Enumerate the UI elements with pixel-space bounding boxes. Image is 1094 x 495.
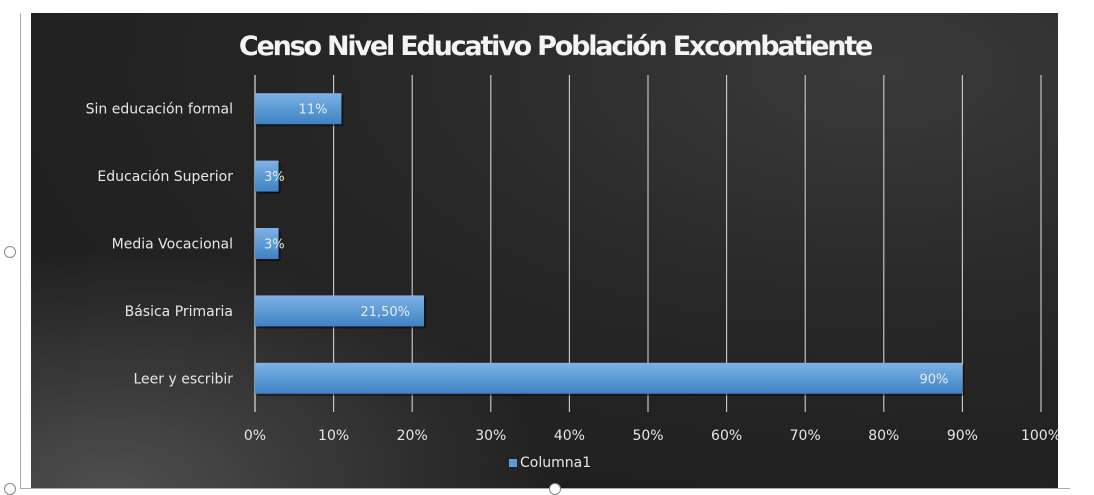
data-label: 90% (919, 372, 948, 387)
resize-border-left (20, 13, 21, 488)
resize-border-bottom (20, 488, 1070, 489)
x-tick-label: 10% (318, 428, 349, 444)
category-label: Educación Superior (97, 169, 233, 185)
grid-layer (254, 75, 1042, 412)
data-label: 11% (299, 103, 328, 118)
label-layer: 0% 10% 20% 30% 40% 50% 60% 70% 80% 90% 100% Sin edu… (86, 102, 1061, 444)
bar (255, 93, 342, 125)
chart-title: Censo Nivel Educativo Población Excombat… (239, 31, 872, 62)
legend: Columna1 (509, 455, 591, 471)
x-tick-label: 60% (711, 428, 742, 444)
legend-label: Columna1 (520, 455, 591, 471)
bar (255, 228, 279, 259)
x-tick-label: 50% (632, 428, 663, 444)
resize-handle-left[interactable] (4, 246, 16, 258)
x-tick-label: 30% (475, 428, 506, 444)
bar (255, 362, 963, 394)
x-tick-label: 0% (244, 428, 266, 444)
x-tick-label: 40% (554, 428, 585, 444)
x-tick-label: 70% (790, 428, 821, 444)
x-tick-label: 90% (947, 428, 978, 444)
data-label: 3% (264, 238, 285, 253)
category-label: Sin educación formal (86, 102, 233, 118)
bar (255, 160, 279, 192)
data-label: 3% (264, 170, 285, 185)
category-label: Leer y escribir (133, 371, 233, 387)
bar (255, 295, 424, 327)
x-tick-label: 100% (1021, 428, 1061, 444)
category-label: Básica Primaria (125, 304, 233, 320)
x-tick-label: 80% (868, 428, 899, 444)
x-tick-label: 20% (397, 428, 428, 444)
bar-layer (255, 93, 965, 396)
category-label: Media Vocacional (112, 237, 233, 253)
legend-swatch (509, 459, 517, 467)
data-label: 21,50% (360, 305, 410, 320)
